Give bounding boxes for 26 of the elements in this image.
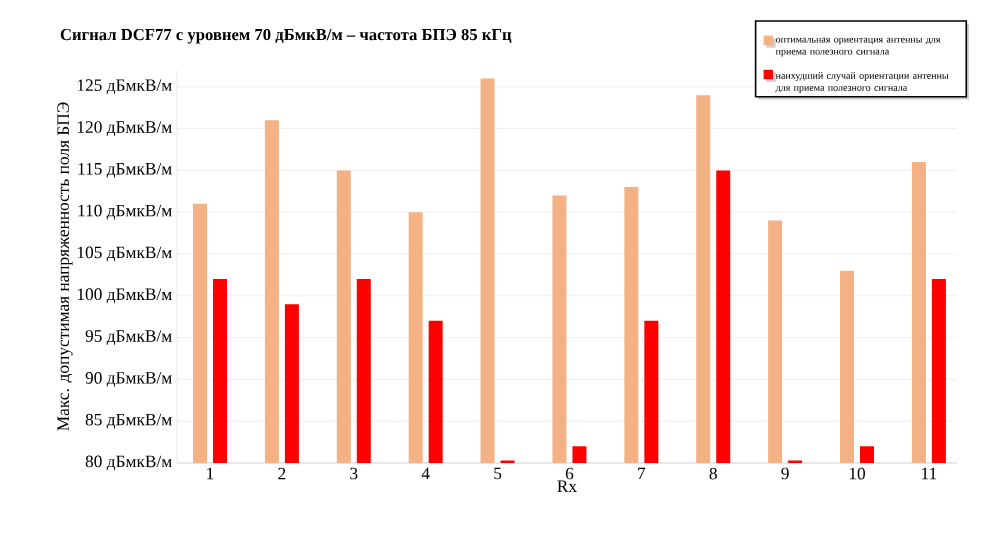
x-tick-label: 1 <box>207 467 214 480</box>
y-tick-label: 90 дБмкВ/м <box>85 371 172 387</box>
y-axis-title: Макс. допустимая напряженность поля БПЭ <box>57 102 73 431</box>
y-tick-label: 105 дБмкВ/м <box>77 246 172 262</box>
y-tick-label: 95 дБмкВ/м <box>85 330 172 345</box>
y-tick-label: 85 дБмкВ/м <box>85 413 172 429</box>
x-axis-title: Rx <box>557 480 577 492</box>
y-tick-label: 80 дБмкВ/м <box>85 455 172 471</box>
y-tick-label: 100 дБмкВ/м <box>77 288 172 304</box>
x-tick-label: 3 <box>350 467 358 480</box>
y-tick-label: 110 дБмкВ/м <box>78 204 172 220</box>
y-tick-label: 115 дБмкВ/м <box>78 163 172 178</box>
x-tick-label: 2 <box>278 467 286 480</box>
x-tick-label: 8 <box>709 467 717 480</box>
x-tick-label: 5 <box>494 467 502 480</box>
chart-title: Сигнал DCF77 с уровнем 70 дБмкВ/м – частота БПЭ 85 кГц <box>60 28 512 44</box>
x-tick-label: 9 <box>781 467 789 480</box>
x-tick-label: 10 <box>849 467 866 480</box>
legend-label: наихудший случай ориентации антенны для приема полезного сигнала <box>775 71 949 93</box>
legend-label: оптимальная ориентация антенны для приема полезного сигнала <box>775 37 941 57</box>
x-tick-label: 11 <box>922 467 937 480</box>
x-tick-label: 7 <box>638 467 646 480</box>
x-tick-label: 4 <box>421 467 430 480</box>
x-tick-label: 6 <box>565 467 574 480</box>
y-tick-label: 120 дБмкВ/м <box>77 121 172 137</box>
y-tick-label: 125 дБмкВ/м <box>77 79 172 95</box>
